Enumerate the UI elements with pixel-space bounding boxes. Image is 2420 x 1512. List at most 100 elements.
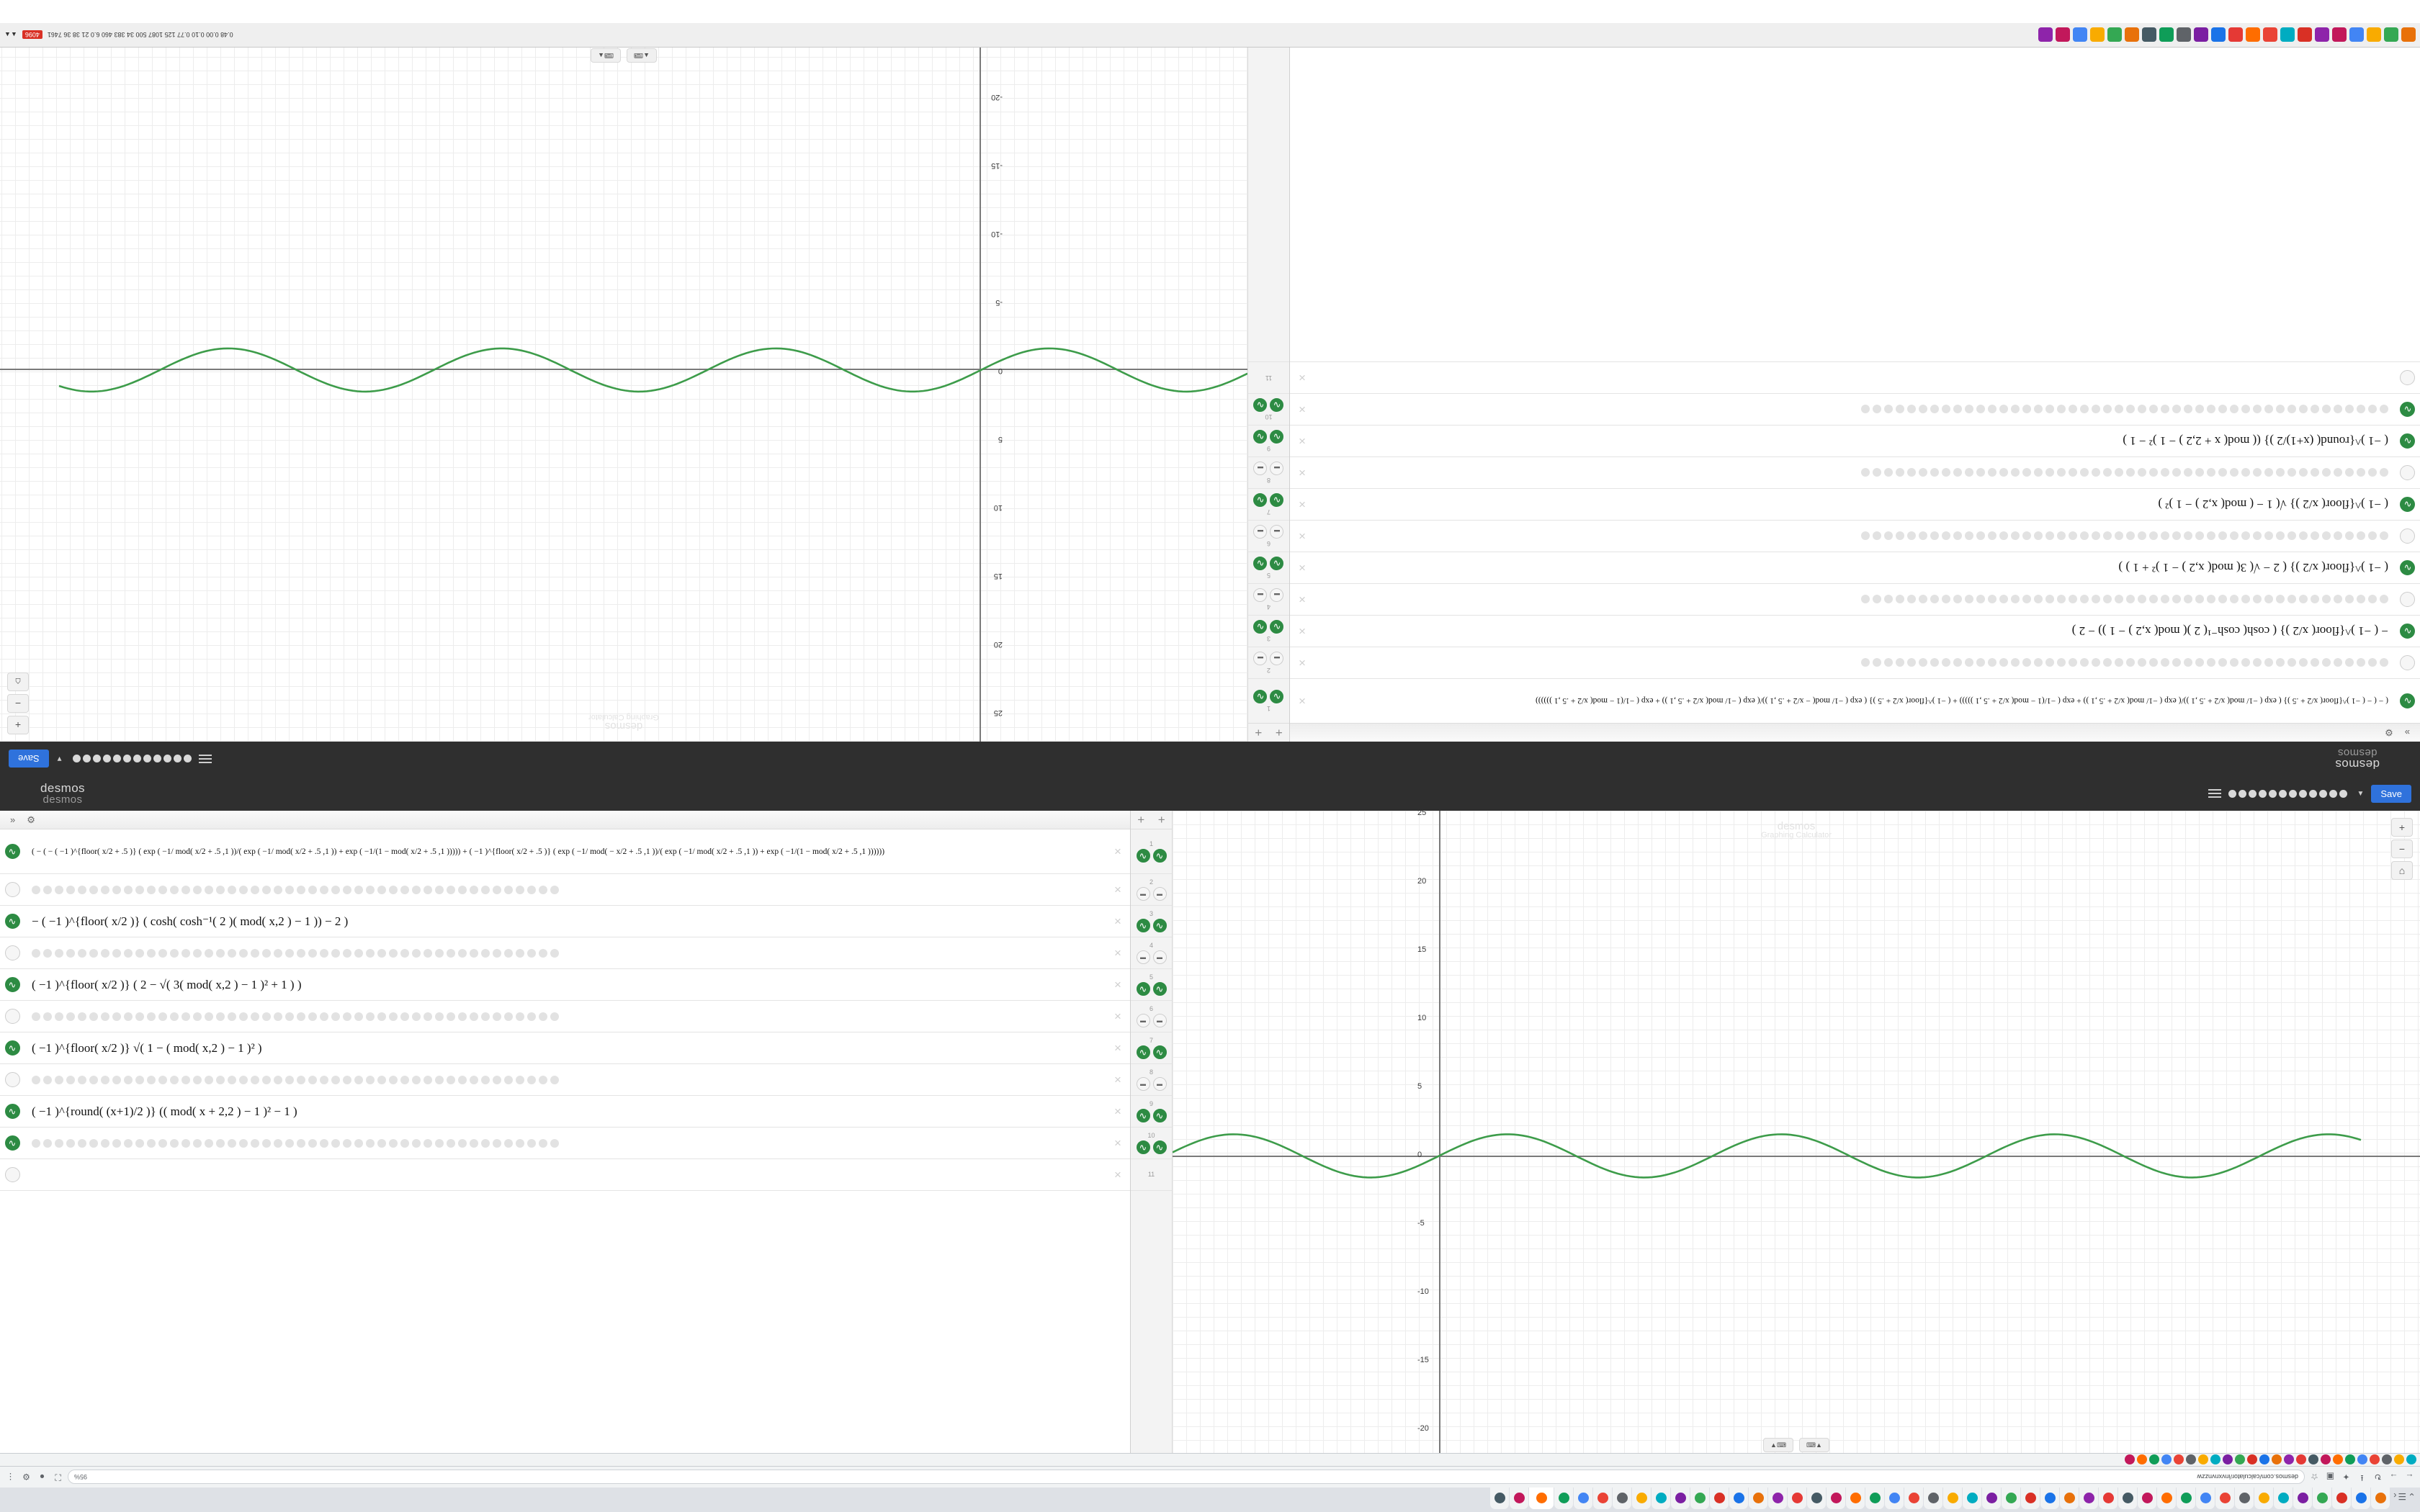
bookmark-icon[interactable] bbox=[2345, 1454, 2355, 1465]
delete-expression-button[interactable]: × bbox=[1114, 945, 1121, 960]
row-toggle-icon[interactable] bbox=[1136, 981, 1150, 996]
taskbar-app-icon[interactable] bbox=[2384, 27, 2398, 42]
row-folder-icon[interactable] bbox=[1253, 620, 1268, 634]
expression-visibility-toggle[interactable] bbox=[0, 829, 24, 873]
bookmark-icon[interactable] bbox=[2235, 1454, 2245, 1465]
expression-row[interactable]: ( −1 )^{floor( x/2 )} ( 2 − √( 3( mod( x… bbox=[0, 969, 1130, 1001]
row-toggle-icon[interactable] bbox=[1136, 886, 1150, 901]
taskbar-app-icon[interactable] bbox=[2315, 27, 2329, 42]
expression-row[interactable]: ( −1 )^{floor( x/2 )} √( 1 − ( mod( x,2 … bbox=[0, 1032, 1130, 1064]
expression-math[interactable]: ( −1 )^{round( (x+1)/2 )} (( mod( x + 2,… bbox=[2123, 434, 2388, 449]
graph-zoom-controls[interactable]: + − ⌂ bbox=[7, 672, 29, 734]
browser-tab[interactable] bbox=[2138, 1488, 2157, 1509]
add-folder-button[interactable]: + bbox=[1157, 812, 1165, 827]
row-action-buttons[interactable] bbox=[1136, 848, 1167, 863]
row-toggle-icon[interactable] bbox=[1136, 848, 1150, 863]
browser-tab[interactable] bbox=[1671, 1488, 1690, 1509]
browser-tab[interactable] bbox=[2274, 1488, 2293, 1509]
bookmark-icon[interactable] bbox=[2161, 1454, 2172, 1465]
expression-row[interactable]: × bbox=[1290, 456, 2420, 488]
delete-expression-button[interactable]: × bbox=[1299, 371, 1306, 385]
expression-math[interactable]: ( −1 )^{floor( x/2 )} ( 2 − √( 3( mod( x… bbox=[32, 977, 302, 991]
browser-tab[interactable] bbox=[2196, 1488, 2215, 1509]
delete-expression-button[interactable]: × bbox=[1299, 529, 1306, 544]
browser-tab[interactable] bbox=[2060, 1488, 2079, 1509]
redacted-expression[interactable] bbox=[1314, 521, 2396, 552]
curve-toggle-icon[interactable] bbox=[4, 1040, 20, 1056]
row-toggle-icon[interactable] bbox=[1136, 918, 1150, 932]
browser-tab[interactable] bbox=[2254, 1488, 2274, 1509]
browser-tab[interactable] bbox=[1529, 1488, 1554, 1509]
gear-icon[interactable]: ⚙ bbox=[27, 814, 35, 825]
delete-expression-button[interactable]: × bbox=[1114, 1104, 1121, 1118]
expression-visibility-toggle[interactable] bbox=[0, 937, 24, 968]
browser-tab[interactable] bbox=[1982, 1488, 2002, 1509]
row-folder-icon[interactable] bbox=[1152, 1045, 1167, 1059]
browser-tab[interactable] bbox=[2040, 1488, 2060, 1509]
redacted-expression[interactable] bbox=[1314, 362, 2396, 393]
bookmark-icon[interactable] bbox=[2382, 1454, 2392, 1465]
curve-toggle-icon[interactable] bbox=[2400, 592, 2416, 607]
row-action-buttons[interactable] bbox=[1136, 1076, 1167, 1091]
row-folder-icon[interactable] bbox=[1152, 1108, 1167, 1122]
taskbar-app-icon[interactable] bbox=[2056, 27, 2070, 42]
expression-visibility-toggle[interactable] bbox=[2396, 426, 2420, 456]
bookmark-icon[interactable] bbox=[2223, 1454, 2233, 1465]
bookmark-icon[interactable] bbox=[2357, 1454, 2367, 1465]
row-folder-icon[interactable] bbox=[1253, 462, 1268, 476]
row-action-buttons[interactable] bbox=[1136, 1108, 1167, 1122]
curve-toggle-icon[interactable] bbox=[4, 1135, 20, 1151]
expression-row[interactable]: − ( −1 )^{floor( x/2 )} ( cosh( cosh⁻¹( … bbox=[1290, 615, 2420, 647]
expression-math[interactable]: ( −1 )^{floor( x/2 )} ( 2 − √( 3( mod( x… bbox=[2118, 561, 2389, 575]
browser-tab-strip[interactable]: ⌄ ☰ ‹ bbox=[0, 1488, 2420, 1512]
tab-list-icon[interactable]: ☰ bbox=[2398, 1491, 2407, 1502]
expression-math[interactable]: − ( −1 )^{floor( x/2 )} ( cosh( cosh⁻¹( … bbox=[2071, 624, 2388, 639]
bookmark-icon[interactable] bbox=[2125, 1454, 2135, 1465]
curve-toggle-icon[interactable] bbox=[4, 914, 20, 929]
expression-visibility-toggle[interactable] bbox=[0, 1128, 24, 1158]
expression-visibility-toggle[interactable] bbox=[0, 874, 24, 905]
row-action-buttons[interactable] bbox=[1136, 1140, 1167, 1154]
taskbar-app-icon[interactable] bbox=[2107, 27, 2122, 42]
expression-math[interactable]: ( −1 )^{round( (x+1)/2 )} (( mod( x + 2,… bbox=[32, 1104, 297, 1118]
keyboard-icon[interactable]: ⌨▲ bbox=[591, 48, 621, 63]
expression-list-toolbar[interactable]: » ⚙ bbox=[0, 811, 1130, 829]
bookmark-icon[interactable] bbox=[2370, 1454, 2380, 1465]
delete-expression-button[interactable]: × bbox=[1299, 694, 1306, 708]
bookmark-icon[interactable] bbox=[2321, 1454, 2331, 1465]
browser-tab[interactable] bbox=[1510, 1488, 1529, 1509]
graph-canvas[interactable]: + − ⌂ desmos Graphing Calculator ▲⌨ ⌨▲ 25 20 15 10… bbox=[0, 48, 1247, 742]
bookmark-icon[interactable] bbox=[2259, 1454, 2269, 1465]
row-action-buttons[interactable] bbox=[1136, 1045, 1167, 1059]
row-folder-icon[interactable] bbox=[1253, 652, 1268, 666]
browser-tab[interactable] bbox=[1652, 1488, 1671, 1509]
expression-list-toolbar[interactable]: » ⚙ bbox=[1290, 723, 2420, 742]
curve-toggle-icon[interactable] bbox=[2400, 528, 2416, 544]
row-action-buttons[interactable] bbox=[1136, 950, 1167, 964]
curve-toggle-icon[interactable] bbox=[4, 1104, 20, 1119]
browser-tab[interactable] bbox=[2021, 1488, 2040, 1509]
graph-footer[interactable]: ▲⌨ ⌨▲ bbox=[0, 48, 1247, 63]
browser-tab[interactable] bbox=[1904, 1488, 1924, 1509]
row-toggle-icon[interactable] bbox=[1270, 462, 1284, 476]
zoom-in-button[interactable]: + bbox=[2391, 818, 2413, 837]
taskbar-app-icon[interactable] bbox=[2073, 27, 2087, 42]
redacted-expression[interactable] bbox=[1314, 394, 2396, 425]
curve-toggle-icon[interactable] bbox=[2400, 370, 2416, 385]
bookmark-icon[interactable] bbox=[2149, 1454, 2159, 1465]
browser-tab[interactable] bbox=[1885, 1488, 1904, 1509]
save-button[interactable]: Save bbox=[2371, 784, 2411, 803]
bookmarks-bar[interactable] bbox=[0, 1453, 2420, 1466]
expression-visibility-toggle[interactable] bbox=[2396, 679, 2420, 723]
delete-expression-button[interactable]: × bbox=[1114, 1009, 1121, 1023]
row-action-buttons[interactable] bbox=[1253, 690, 1284, 704]
expression-visibility-toggle[interactable] bbox=[2396, 362, 2420, 393]
delete-expression-button[interactable]: × bbox=[1114, 914, 1121, 928]
browser-tab[interactable] bbox=[1690, 1488, 1710, 1509]
browser-tab[interactable] bbox=[2371, 1488, 2390, 1509]
row-action-buttons[interactable] bbox=[1253, 493, 1284, 508]
row-action-buttons[interactable] bbox=[1253, 525, 1284, 539]
expression-visibility-toggle[interactable] bbox=[0, 1096, 24, 1127]
download-icon[interactable]: ⭳ bbox=[2360, 1473, 2364, 1483]
taskbar-app-icon[interactable] bbox=[2142, 27, 2156, 42]
